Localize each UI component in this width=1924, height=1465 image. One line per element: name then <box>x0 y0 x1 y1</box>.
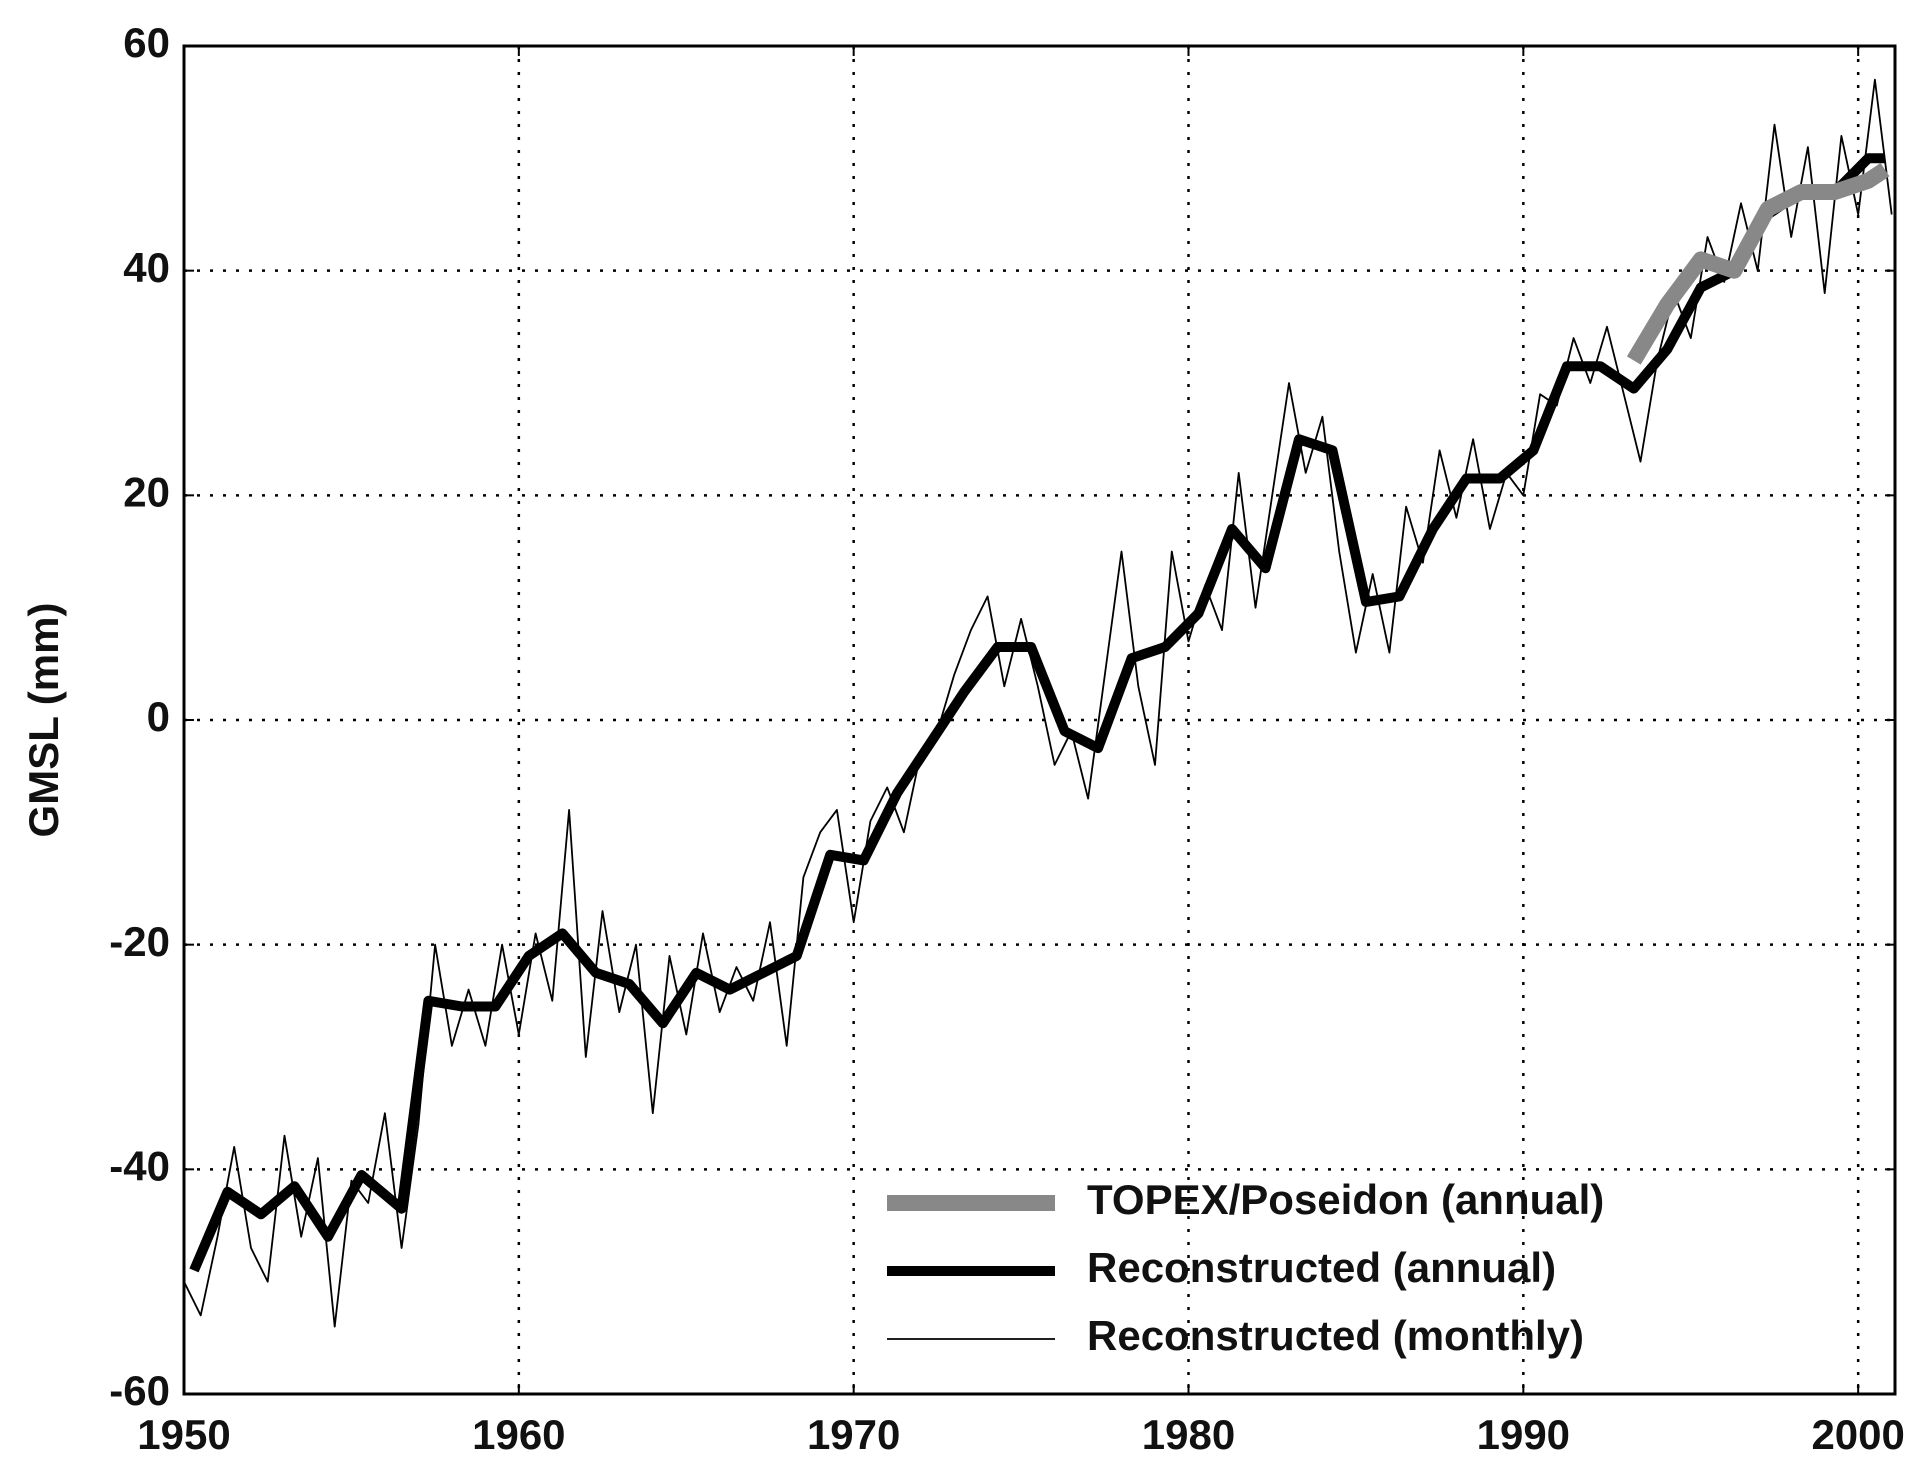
y-tick-label: 20 <box>123 468 170 515</box>
plot-frame <box>182 44 1897 1396</box>
y-tick-label: 40 <box>123 244 170 291</box>
legend-label: TOPEX/Poseidon (annual) <box>1087 1176 1604 1223</box>
y-tick-label: -40 <box>109 1142 170 1189</box>
y-tick-label: -20 <box>109 918 170 965</box>
y-tick-label: 0 <box>147 693 170 740</box>
y-axis-label: GMSL (mm) <box>20 603 67 838</box>
y-tick-label: -60 <box>109 1367 170 1414</box>
x-tick-label: 1960 <box>472 1411 565 1458</box>
data-line <box>189 153 1885 1273</box>
data-line <box>183 78 1893 1328</box>
legend-label: Reconstructed (annual) <box>1087 1244 1556 1291</box>
data-line <box>1626 162 1890 365</box>
x-tick-label: 2000 <box>1811 1411 1904 1458</box>
legend-label: Reconstructed (monthly) <box>1087 1312 1584 1359</box>
x-tick-label: 1980 <box>1142 1411 1235 1458</box>
y-tick-label: 60 <box>123 19 170 66</box>
x-tick-label: 1970 <box>807 1411 900 1458</box>
x-tick-label: 1950 <box>137 1411 230 1458</box>
x-tick-label: 1990 <box>1477 1411 1570 1458</box>
